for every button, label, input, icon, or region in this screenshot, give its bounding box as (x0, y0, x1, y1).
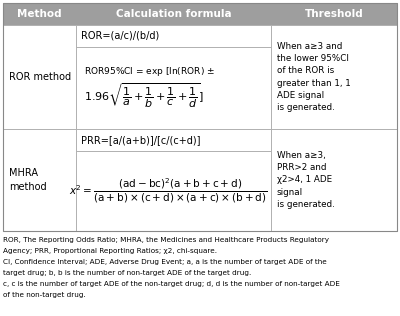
Text: ROR method: ROR method (9, 72, 71, 82)
Text: $1.96\sqrt{\dfrac{1}{a}+\dfrac{1}{b}+\dfrac{1}{c}+\dfrac{1}{d}}$]: $1.96\sqrt{\dfrac{1}{a}+\dfrac{1}{b}+\df… (84, 82, 204, 110)
Text: $x^{2}=\dfrac{(\mathrm{ad}-\mathrm{bc})^{2}(\mathrm{a}+\mathrm{b}+\mathrm{c}+\ma: $x^{2}=\dfrac{(\mathrm{ad}-\mathrm{bc})^… (69, 177, 268, 205)
Bar (3, 3, 397, 25)
Bar (3, 129, 76, 231)
Bar (3, 25, 76, 129)
Bar (271, 129, 397, 231)
Bar (3, 3, 397, 231)
Text: ROR95%CI = exp [ln(ROR) $\pm$: ROR95%CI = exp [ln(ROR) $\pm$ (84, 65, 215, 78)
Text: Calculation formula: Calculation formula (116, 9, 231, 19)
Text: When a≥3 and
the lower 95%CI
of the ROR is
greater than 1, 1
ADE signal
is gener: When a≥3 and the lower 95%CI of the ROR … (277, 42, 351, 112)
Text: When a≥3,
PRR>2 and
χ2>4, 1 ADE
signal
is generated.: When a≥3, PRR>2 and χ2>4, 1 ADE signal i… (277, 151, 335, 209)
Text: Agency; PRR, Proportional Reporting Ratios; χ2, chi-square.: Agency; PRR, Proportional Reporting Rati… (3, 248, 217, 254)
Text: c, c is the number of target ADE of the non-target drug; d, d is the number of n: c, c is the number of target ADE of the … (3, 281, 340, 287)
Bar (76, 151, 271, 231)
Text: ROR, The Reporting Odds Ratio; MHRA, the Medicines and Healthcare Products Regul: ROR, The Reporting Odds Ratio; MHRA, the… (3, 237, 329, 243)
Text: Method: Method (17, 9, 62, 19)
Bar (76, 25, 271, 47)
Text: CI, Confidence Interval; ADE, Adverse Drug Event; a, a is the number of target A: CI, Confidence Interval; ADE, Adverse Dr… (3, 259, 327, 265)
Bar (271, 25, 397, 129)
Text: ROR=(a/c)/(b/d): ROR=(a/c)/(b/d) (81, 31, 159, 41)
Text: PRR=[a/(a+b)]/[c/(c+d)]: PRR=[a/(a+b)]/[c/(c+d)] (81, 135, 200, 145)
Bar (76, 129, 271, 151)
Text: target drug; b, b is the number of non-target ADE of the target drug.: target drug; b, b is the number of non-t… (3, 270, 251, 276)
Text: of the non-target drug.: of the non-target drug. (3, 292, 86, 298)
Text: Threshold: Threshold (304, 9, 363, 19)
Bar (76, 47, 271, 129)
Text: MHRA
method: MHRA method (9, 168, 47, 192)
